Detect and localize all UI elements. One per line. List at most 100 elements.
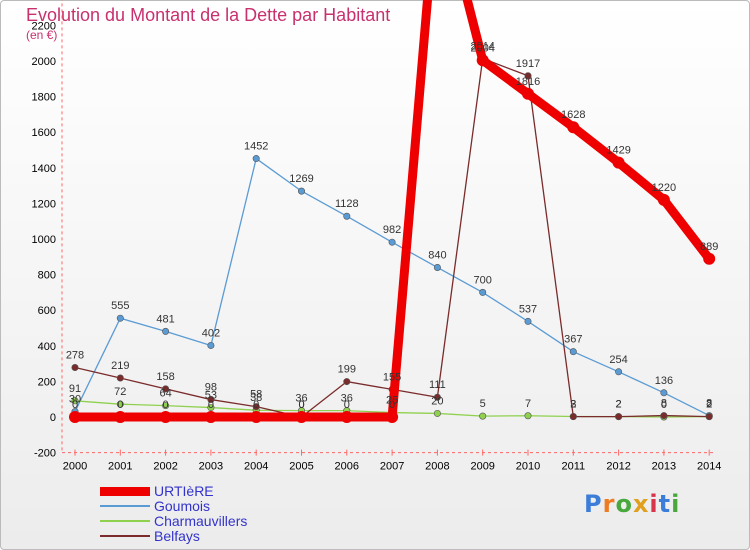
y-tick-label: 1800 [32, 92, 56, 104]
data-point [386, 411, 399, 423]
data-point [343, 212, 351, 220]
data-label: 91 [69, 383, 81, 395]
legend-label: URTIèRE [154, 483, 214, 499]
x-tick-label: 2002 [153, 461, 177, 473]
data-label: 25 [386, 395, 398, 407]
data-label: 64 [159, 388, 171, 400]
x-tick-label: 2007 [380, 461, 404, 473]
data-label: 72 [114, 386, 126, 398]
legend-swatch [100, 486, 150, 496]
data-label: 0 [661, 399, 667, 411]
data-point [116, 314, 124, 322]
legend-swatch [100, 535, 150, 537]
y-tick-label: 2000 [32, 56, 56, 68]
data-label: 1816 [516, 76, 540, 88]
data-label: 8 [706, 398, 712, 410]
data-point [522, 87, 534, 100]
data-label: 3 [570, 398, 576, 410]
y-tick-label: 0 [50, 412, 56, 424]
x-tick-label: 2009 [470, 461, 494, 473]
data-point [250, 411, 263, 423]
data-label: 402 [202, 327, 220, 339]
y-tick-label: 1000 [32, 234, 56, 246]
x-tick-label: 2012 [606, 461, 630, 473]
data-labels-layer: 3055548140214521269112898284070053736725… [66, 41, 719, 411]
data-label: 36 [295, 393, 307, 405]
data-point [114, 411, 127, 423]
data-label: 111 [429, 379, 446, 391]
data-point [252, 403, 260, 411]
data-point [162, 327, 170, 335]
data-label: 2 [616, 399, 622, 411]
data-point [476, 54, 489, 67]
data-label: 1269 [289, 173, 313, 185]
logo-letter: t [658, 490, 672, 518]
data-point [159, 411, 172, 423]
x-tick-label: 2004 [244, 461, 268, 473]
data-label: 840 [428, 249, 446, 261]
x-tick-label: 2014 [697, 461, 721, 473]
data-point [295, 411, 308, 423]
data-label: 2 [570, 399, 576, 411]
data-label: 38 [250, 392, 262, 404]
data-label: 58 [250, 389, 262, 401]
data-label: 2014 [470, 41, 494, 53]
data-label: 1128 [335, 198, 359, 210]
y-tick-label: -200 [34, 448, 56, 460]
data-label: 1220 [652, 182, 676, 194]
series-goumois [71, 155, 713, 420]
data-point [252, 155, 260, 163]
data-label: 0 [72, 399, 78, 411]
legend-swatch [100, 505, 150, 507]
logo-letter: o [615, 490, 633, 518]
data-point [524, 72, 532, 80]
data-label: 2 [706, 399, 712, 411]
legend-label: Belfays [154, 528, 200, 544]
y-tick-label: 1600 [32, 127, 56, 139]
data-point [69, 411, 81, 423]
data-label: 2004 [470, 42, 494, 54]
data-point [615, 413, 623, 421]
y-tick-label: 200 [38, 376, 56, 388]
chart-axes: -200020040060080010001200140016001800200… [32, 0, 721, 473]
data-point [162, 402, 170, 410]
data-label: 155 [383, 371, 401, 383]
data-label: 2 [616, 399, 622, 411]
x-tick-label: 2006 [335, 461, 359, 473]
logo-letter: i [671, 490, 681, 518]
data-point [388, 238, 396, 246]
data-label: 36 [341, 393, 353, 405]
data-point [657, 193, 670, 206]
data-point [524, 317, 532, 325]
data-label: 1917 [516, 58, 540, 70]
data-label: 7 [525, 398, 531, 410]
data-point [569, 413, 577, 421]
data-label: 982 [383, 224, 401, 236]
chart-title: Evolution du Montant de la Dette par Hab… [26, 5, 391, 25]
series-layer [69, 0, 716, 423]
data-label: 199 [338, 364, 356, 376]
data-point [703, 252, 716, 265]
x-tick-label: 2005 [289, 461, 313, 473]
data-label: 8 [661, 398, 667, 410]
data-label: 537 [519, 303, 537, 315]
data-point [569, 348, 577, 356]
data-point [433, 393, 441, 401]
data-point [433, 263, 441, 271]
data-point [612, 156, 625, 169]
data-point [207, 341, 215, 349]
data-label: 1429 [606, 145, 630, 157]
y-tick-label: 600 [38, 305, 56, 317]
legend-label: Goumois [154, 498, 211, 514]
data-label: 30 [69, 394, 81, 406]
data-label: 136 [655, 375, 673, 387]
legend-swatch [100, 520, 150, 522]
data-point [71, 364, 79, 372]
logo-letter: P [584, 490, 603, 518]
data-label: 0 [117, 399, 123, 411]
legend-label: Charmauvillers [154, 513, 248, 529]
logo-letter: i [649, 490, 659, 518]
data-label: 53 [205, 390, 217, 402]
data-label: 278 [66, 350, 84, 362]
